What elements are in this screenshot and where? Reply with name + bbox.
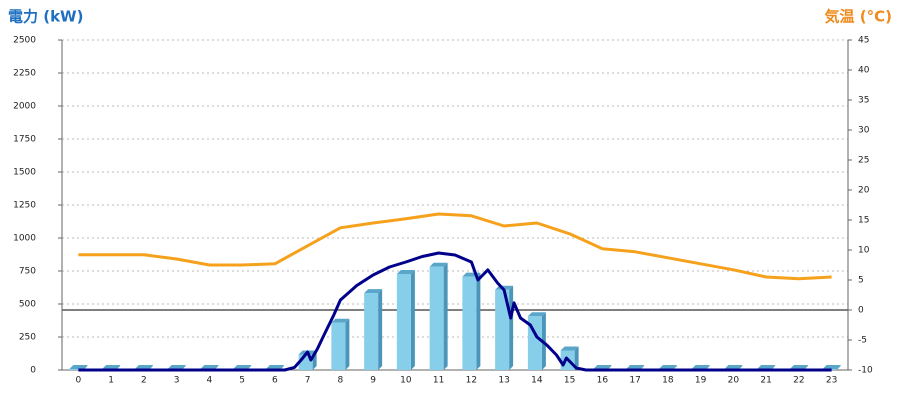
- line: [78, 212, 832, 281]
- bar-side: [410, 269, 415, 370]
- y-tick-label: 2000: [13, 102, 36, 112]
- bar-top: [757, 365, 776, 369]
- y2-tick-label: 45: [858, 36, 869, 46]
- y-tick-label: 1250: [13, 201, 36, 211]
- right-axis-title: 気温 (°C): [825, 8, 892, 26]
- x-tick-label: 23: [826, 376, 837, 386]
- x-tick-label: 5: [239, 376, 245, 386]
- x-tick-label: 3: [174, 376, 180, 386]
- bar-side: [443, 262, 448, 370]
- x-tick-label: 21: [760, 376, 771, 386]
- bar-side: [574, 346, 579, 370]
- x-tick-label: 17: [629, 376, 640, 386]
- y-tick-label: 2250: [13, 69, 36, 79]
- bar-side: [476, 272, 481, 370]
- x-tick-label: 2: [141, 376, 147, 386]
- x-tick-label: 4: [207, 376, 213, 386]
- x-tick-label: 1: [108, 376, 114, 386]
- bar: [364, 293, 379, 370]
- x-tick-label: 6: [272, 376, 278, 386]
- bar-top: [691, 365, 710, 369]
- y-tick-label: 1750: [13, 135, 36, 145]
- bar-top: [789, 365, 808, 369]
- bar: [69, 369, 84, 370]
- y2-tick-label: 35: [858, 96, 869, 106]
- y2-tick-label: 0: [858, 306, 864, 316]
- bar: [462, 276, 477, 370]
- y2-tick-label: 10: [858, 246, 870, 256]
- line: [78, 251, 832, 372]
- bar-top: [658, 365, 677, 369]
- bar-top: [102, 365, 121, 369]
- x-tick-label: 16: [597, 376, 609, 386]
- bar-top: [134, 365, 153, 369]
- y2-tick-label: 5: [858, 276, 864, 286]
- bar-top: [429, 262, 448, 267]
- bar-top: [724, 365, 743, 369]
- bar: [429, 266, 444, 370]
- x-tick-label: 9: [370, 376, 376, 386]
- x-tick-label: 10: [400, 376, 412, 386]
- bar-top: [396, 269, 415, 274]
- x-tick-label: 7: [305, 376, 311, 386]
- y2-tick-label: 20: [858, 186, 870, 196]
- bar-top: [593, 365, 612, 369]
- y-tick-label: 500: [19, 300, 36, 310]
- x-tick-label: 18: [662, 376, 674, 386]
- x-tick-label: 12: [466, 376, 477, 386]
- chart-title: 電力 (kW): [8, 8, 83, 26]
- bar-top: [265, 365, 284, 369]
- x-tick-label: 14: [531, 376, 543, 386]
- y2-tick-label: -10: [858, 366, 873, 376]
- bar: [396, 273, 411, 370]
- x-tick-label: 8: [338, 376, 344, 386]
- y2-tick-label: 15: [858, 216, 869, 226]
- bar-top: [69, 365, 88, 369]
- x-tick-label: 19: [695, 376, 707, 386]
- x-tick-label: 11: [433, 376, 444, 386]
- bar-side: [378, 289, 383, 370]
- x-tick-label: 22: [793, 376, 804, 386]
- y-tick-label: 1500: [13, 168, 36, 178]
- bar-side: [836, 365, 841, 370]
- y-tick-label: 1000: [13, 234, 36, 244]
- bar-top: [364, 289, 383, 294]
- y-tick-label: 250: [19, 333, 36, 343]
- bar-top: [822, 365, 841, 369]
- bar-side: [345, 318, 350, 370]
- y-tick-label: 0: [30, 366, 36, 376]
- y-tick-label: 750: [19, 267, 36, 277]
- bar-top: [233, 365, 252, 369]
- x-tick-label: 20: [728, 376, 740, 386]
- bar-top: [560, 346, 579, 351]
- bar-top: [200, 365, 219, 369]
- y-tick-label: 2500: [13, 36, 36, 46]
- bar-top: [626, 365, 645, 369]
- bar: [495, 289, 510, 370]
- y2-tick-label: 25: [858, 156, 869, 166]
- y2-tick-label: -5: [858, 336, 867, 346]
- bar-top: [527, 312, 546, 317]
- bar-top: [331, 318, 350, 323]
- x-tick-label: 13: [498, 376, 509, 386]
- x-tick-label: 15: [564, 376, 575, 386]
- y2-tick-label: 40: [858, 66, 870, 76]
- bar: [331, 322, 346, 370]
- y2-tick-label: 30: [858, 126, 870, 136]
- bar-side: [509, 285, 514, 370]
- bar-top: [167, 365, 186, 369]
- x-tick-label: 0: [76, 376, 82, 386]
